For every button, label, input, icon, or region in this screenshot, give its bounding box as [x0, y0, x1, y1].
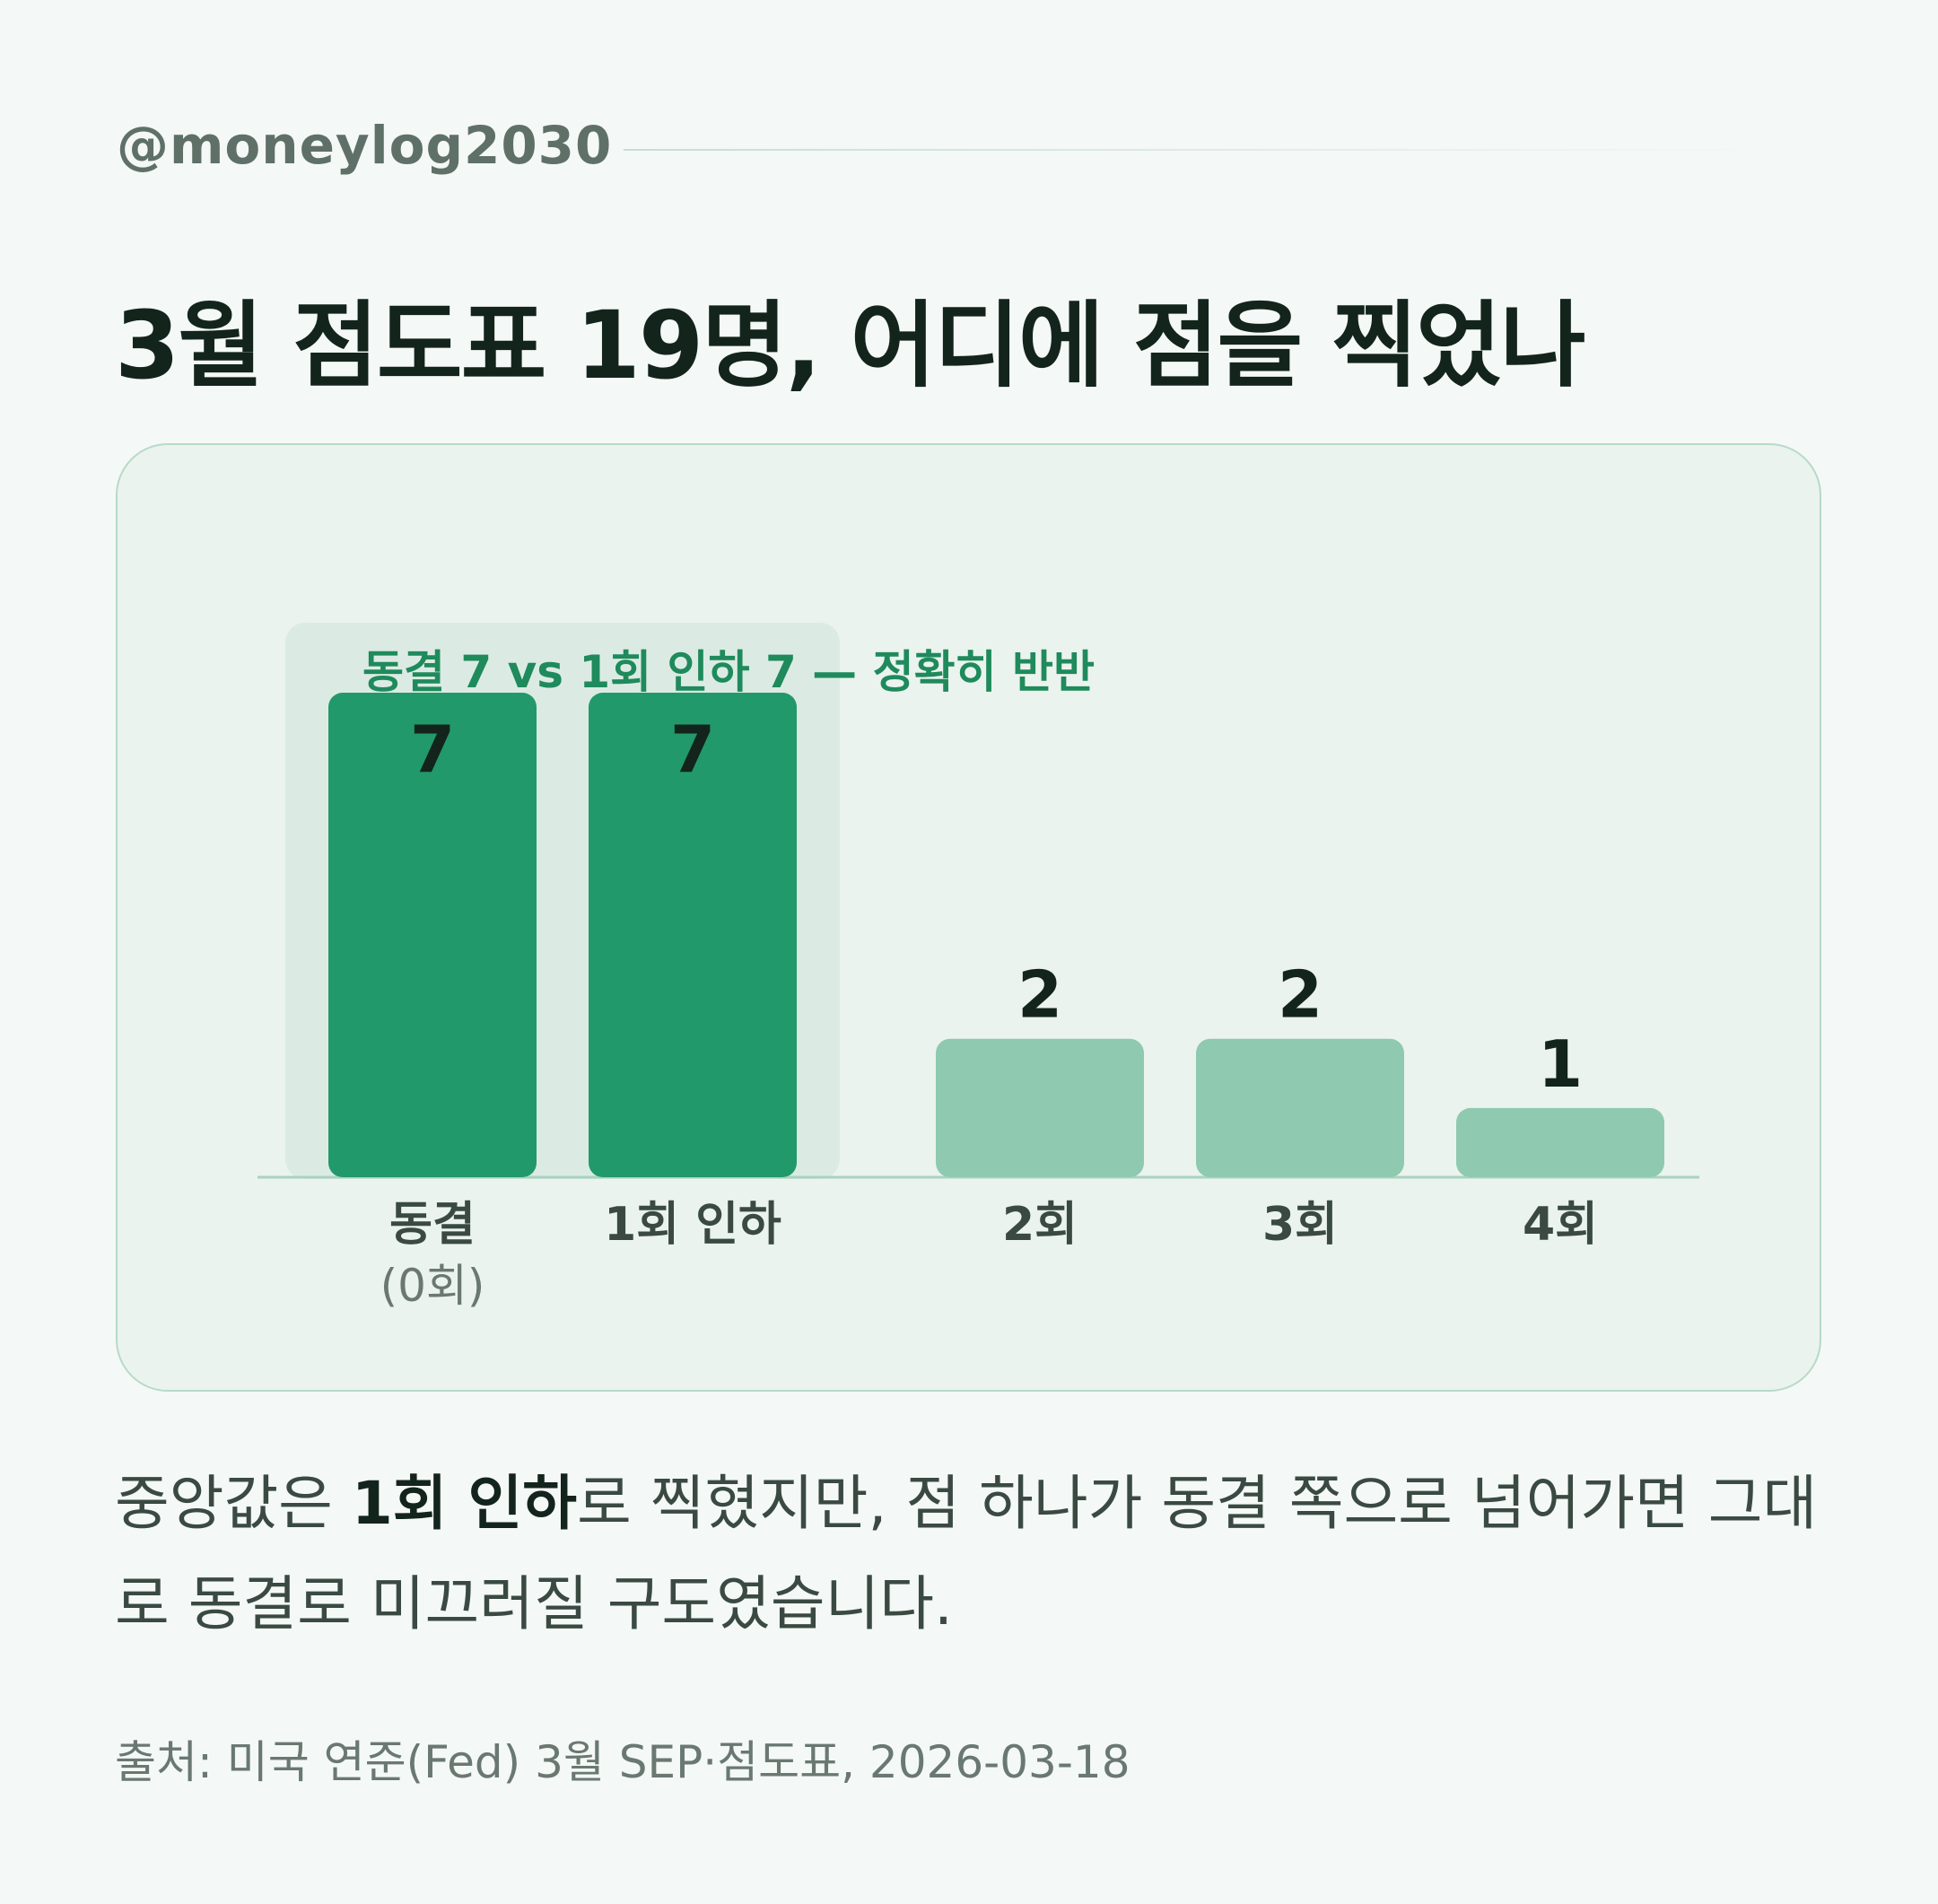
category-label-4: 4회 — [1523, 1198, 1598, 1252]
description: 중앙값은 1회 인하로 찍혔지만, 점 하나가 동결 쪽으로 넘어가면 그대로 … — [115, 1454, 1820, 1655]
value-label-3: 2 — [1278, 957, 1323, 1033]
category-label-2: 2회 — [1002, 1198, 1078, 1252]
description-part2: 로 찍혔지만, 점 하나가 동결 쪽으로 넘어가면 그대로 동결로 미끄러질 구… — [115, 1469, 1818, 1638]
bar-chart: 7 동결 (0회) 7 1회 인하 2 2회 2 3회 1 4회 동결 7 vs 1회 인하 7 — … — [258, 623, 1699, 1312]
page-title: 3월 점도표 19명, 어디에 점을 찍었나 — [115, 291, 1585, 400]
account-handle: @moneylog2030 — [117, 115, 613, 176]
category-sublabel-0: (0회) — [380, 1260, 485, 1312]
source-note: 출처: 미국 연준(Fed) 3월 SEP·점도표, 2026-03-18 — [115, 1736, 1130, 1788]
bar-3 — [1196, 1038, 1404, 1177]
value-label-4: 1 — [1538, 1026, 1583, 1102]
bar-1 — [589, 693, 797, 1177]
category-label-3: 3회 — [1262, 1198, 1338, 1252]
value-label-0: 7 — [410, 712, 455, 787]
bar-4 — [1456, 1107, 1664, 1177]
description-bold: 1회 인하 — [351, 1469, 577, 1538]
chart-card: 7 동결 (0회) 7 1회 인하 2 2회 2 3회 1 4회 동결 7 vs 1회 인하 7 — … — [116, 443, 1821, 1392]
annotation-label: 동결 7 vs 1회 인하 7 — 정확히 반반 — [362, 646, 1095, 698]
category-label-0: 동결 — [389, 1198, 476, 1252]
bar-0 — [328, 693, 537, 1177]
value-label-1: 7 — [670, 712, 715, 787]
header: @moneylog2030 — [117, 115, 1759, 187]
category-label-1: 1회 인하 — [604, 1198, 781, 1252]
value-label-2: 2 — [1017, 957, 1062, 1033]
description-part1: 중앙값은 — [115, 1469, 352, 1538]
bar-2 — [936, 1038, 1144, 1177]
header-divider — [624, 149, 1759, 151]
